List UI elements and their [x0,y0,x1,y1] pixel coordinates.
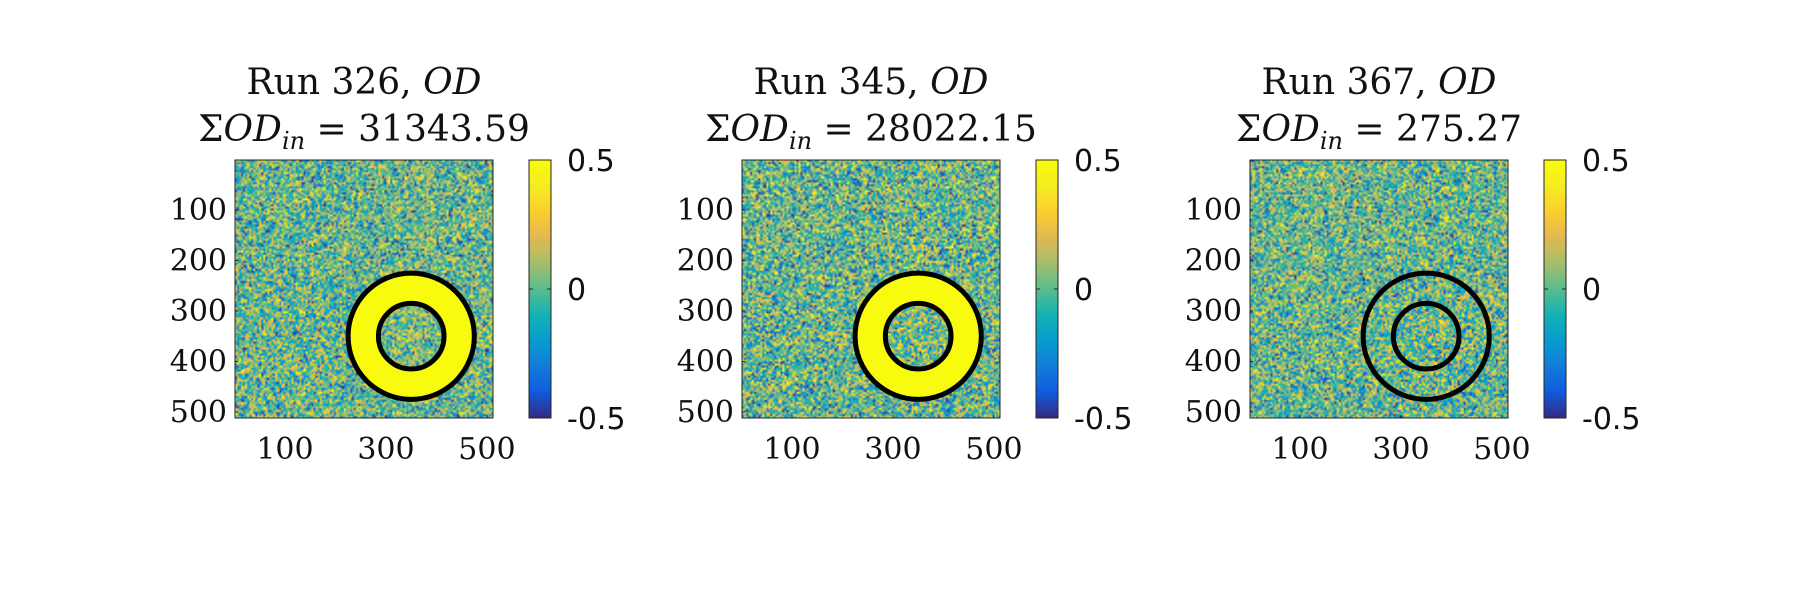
panel-1: Run 326, OD ΣODin = 31343.59 100 300 500 100 2… [170,62,626,467]
panel-title-line2: ΣODin = 31343.59 [198,109,530,155]
outer-ring [1360,270,1492,402]
panel-title-line1: Run 345, OD [754,62,989,103]
colorbar [1036,160,1058,418]
outer-ring [345,270,477,402]
panel-2: Run 345, OD ΣODin = 28022.15 100 300 500 100 2… [677,62,1133,467]
x-tick-label: 100 [763,432,820,467]
y-tick-label: 500 [1185,395,1242,430]
colorbar [1544,160,1566,418]
inner-ring [882,300,954,372]
colorbar-tick-label: 0 [567,273,586,308]
y-tick-label: 400 [170,344,227,379]
x-tick-label: 100 [256,432,313,467]
colorbar-tick-label: -0.5 [1074,402,1133,437]
title-run: Run 345, [754,62,931,103]
panel-title-line1: Run 326, OD [247,62,482,103]
panel-title-line1: Run 367, OD [1262,62,1497,103]
axes-frame [741,159,1001,419]
panel-title-line2: ΣODin = 28022.15 [705,109,1037,155]
x-tick-label: 100 [1271,432,1328,467]
colorbar-tick-label: 0.5 [1074,144,1122,179]
y-tick-label: 200 [677,243,734,278]
colorbar-tick-label: 0 [1582,273,1601,308]
y-tick-label: 100 [170,193,227,228]
colorbar-tick-label: -0.5 [567,402,626,437]
title-variable: OD [930,62,989,103]
inner-ring [375,300,447,372]
axes-frame [1249,159,1509,419]
colorbar-tick-label: -0.5 [1582,402,1641,437]
title-variable: OD [1438,62,1497,103]
y-tick-label: 500 [170,395,227,430]
y-tick-label: 400 [1185,344,1242,379]
y-tick-label: 300 [1185,294,1242,329]
colorbar-tick-label: 0.5 [567,144,615,179]
y-tick-label: 300 [170,294,227,329]
axes-frame [234,159,494,419]
panel-title-line2: ΣODin = 275.27 [1236,109,1522,155]
y-tick-label: 400 [677,344,734,379]
x-tick-label: 300 [357,432,414,467]
x-tick-label: 500 [458,432,515,467]
inner-ring [1390,300,1462,372]
outer-ring [852,270,984,402]
y-tick-label: 200 [170,243,227,278]
x-tick-label: 300 [1372,432,1429,467]
y-tick-label: 100 [677,193,734,228]
colorbar-tick-label: 0 [1074,273,1093,308]
y-tick-label: 300 [677,294,734,329]
title-run: Run 367, [1262,62,1439,103]
colorbar-tick-label: 0.5 [1582,144,1630,179]
panel-3: Run 367, OD ΣODin = 275.27 100 300 500 100 200… [1185,62,1641,467]
y-tick-label: 100 [1185,193,1242,228]
x-tick-label: 500 [965,432,1022,467]
y-tick-label: 200 [1185,243,1242,278]
title-run: Run 326, [247,62,424,103]
colorbar [529,160,551,418]
x-tick-label: 300 [864,432,921,467]
y-tick-label: 500 [677,395,734,430]
title-variable: OD [423,62,482,103]
x-tick-label: 500 [1473,432,1530,467]
